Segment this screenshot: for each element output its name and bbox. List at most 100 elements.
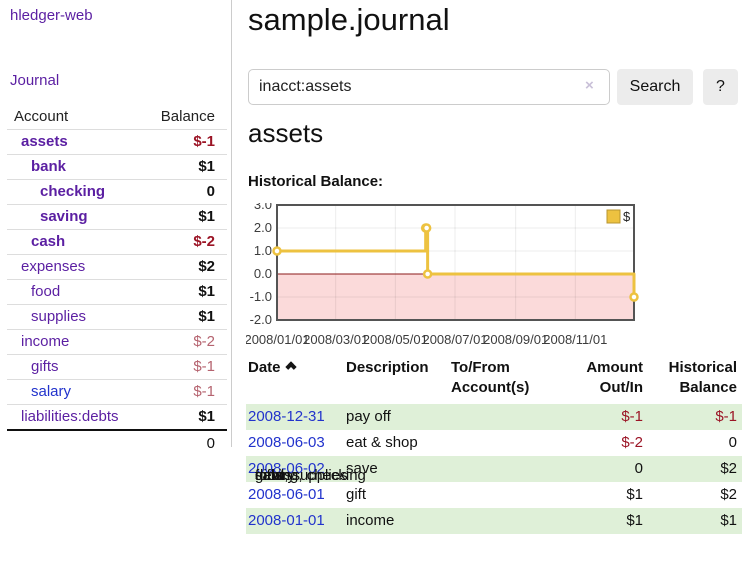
column-label: Date <box>248 358 344 378</box>
date-link[interactable]: 2008-12-31 <box>248 408 325 425</box>
account-link-income[interactable]: income <box>21 333 70 350</box>
legend-swatch <box>606 209 621 224</box>
amount-cell: $-2 <box>621 434 643 451</box>
date-link[interactable]: 2008-06-02 <box>248 460 325 477</box>
search-button[interactable]: Search <box>617 69 693 105</box>
balance-cell: 0 <box>728 434 737 451</box>
clear-search-icon[interactable]: × <box>585 77 594 94</box>
account-link-assets[interactable]: assets <box>21 133 68 150</box>
column-label: Amount <box>586 359 643 376</box>
x-tick-label: 2008/09/01 <box>483 332 548 347</box>
transaction-row: 2008-06-02 save saving, checking 0 $2 <box>246 456 742 484</box>
account-link-gifts[interactable]: gifts <box>31 358 59 375</box>
amount-cell: 0 <box>634 460 643 477</box>
account-row: food $1 <box>7 280 227 305</box>
account-link-bank[interactable]: bank <box>31 158 67 175</box>
account-link-supplies[interactable]: supplies <box>31 308 87 325</box>
register-column-amount: Amount Out/In <box>567 358 647 404</box>
register-column-historical: Historical Balance <box>647 358 742 404</box>
date-link[interactable]: 2008-06-03 <box>248 434 325 451</box>
accounts-panel: Account Balance assets $-1 bank $1 checking 0… <box>7 104 227 456</box>
account-balance: $1 <box>198 408 215 425</box>
register-column-description: Description <box>344 358 449 404</box>
account-heading: assets <box>248 118 324 148</box>
help-button[interactable]: ? <box>703 69 738 105</box>
y-tick-label: -1.0 <box>250 289 272 304</box>
account-row: bank $1 <box>7 155 227 180</box>
date-cell: 2008-06-03 <box>246 430 344 456</box>
accounts-cell: debts <box>255 467 292 484</box>
y-tick-label: 3.0 <box>254 203 272 212</box>
account-balance: $1 <box>198 208 215 225</box>
register-table: Date Description To/From Account(s) Amount Ou… <box>246 358 742 534</box>
main-content: sample.journal × Search ? assets Histori… <box>246 0 742 582</box>
x-tick-label: 2008/05/01 <box>363 332 428 347</box>
column-label: Historical <box>668 359 737 376</box>
data-point-marker <box>422 269 433 279</box>
date-cell: 2008-01-01 <box>246 508 344 534</box>
accounts-total-row: 0 <box>7 429 227 456</box>
account-link-cash[interactable]: cash <box>31 233 66 250</box>
accounts-cell: salary <box>255 467 296 484</box>
account-balance: $-2 <box>193 333 215 350</box>
account-link-checking[interactable]: checking <box>40 183 106 200</box>
description-cell: save <box>346 460 378 477</box>
account-row: supplies $1 <box>7 305 227 330</box>
transaction-row: 2008-01-01 income salary $1 $1 <box>246 467 742 534</box>
sort-ascending-icon <box>284 361 297 373</box>
y-tick-label: 2.0 <box>254 220 272 235</box>
column-label-line2: Account(s) <box>451 379 530 396</box>
column-label: Description <box>346 359 429 376</box>
account-row: checking 0 <box>7 180 227 205</box>
account-link-salary[interactable]: salary <box>31 383 72 400</box>
account-balance: $1 <box>198 308 215 325</box>
account-row: salary $-1 <box>7 380 227 405</box>
account-link-saving[interactable]: saving <box>40 208 88 225</box>
transaction-row: 2008-06-01 gift gifts $1 $2 <box>246 467 742 508</box>
accounts-header-account: Account <box>14 108 69 125</box>
app-brand-link[interactable]: hledger-web <box>10 7 93 24</box>
account-balance: $-1 <box>193 133 215 150</box>
y-tick-label: 1.0 <box>254 243 272 258</box>
amount-cell: $1 <box>626 486 643 503</box>
date-cell: 2008-06-02 <box>246 456 344 482</box>
historical-balance-chart: 3.0 2.0 1.0 0.0 -1.0 -2.0 2008/01/01 2008/03/01… <box>246 203 742 355</box>
description-cell: income <box>346 512 395 529</box>
account-balance: $-2 <box>193 233 215 250</box>
account-link-food[interactable]: food <box>31 283 61 300</box>
description-cell: eat & shop <box>346 434 418 451</box>
legend-label: $ <box>623 209 631 224</box>
accounts-header: Account Balance <box>7 104 227 130</box>
date-cell: 2008-12-31 <box>246 404 344 430</box>
date-link[interactable]: 2008-06-01 <box>248 486 325 503</box>
column-label-line2: Out/In <box>599 379 643 396</box>
account-link-expenses[interactable]: expenses <box>21 258 86 275</box>
account-balance: 0 <box>206 183 215 200</box>
amount-cell: $1 <box>626 512 643 529</box>
accounts-total-value: 0 <box>206 435 215 452</box>
register-body: 2008-12-31 pay off debts $-1 $-1 2008-06-03 ea… <box>246 404 742 534</box>
date-cell: 2008-06-01 <box>246 482 344 508</box>
register-column-date[interactable]: Date <box>246 358 344 404</box>
sidebar: hledger-web Journal Account Balance asse… <box>0 0 232 452</box>
description-cell: gift <box>346 486 367 503</box>
column-label: To/From <box>451 359 510 376</box>
page-title: sample.journal <box>248 2 450 37</box>
transaction-row: 2008-06-03 eat & shop food, supplies $-2 0 <box>246 430 742 484</box>
search-input[interactable] <box>248 69 610 105</box>
accounts-cell: gifts <box>255 467 283 484</box>
sidebar-item-journal[interactable]: Journal <box>10 72 60 89</box>
y-tick-label: -2.0 <box>250 312 272 327</box>
account-link-liabilities-debts[interactable]: liabilities:debts <box>21 408 119 425</box>
account-balance: $-1 <box>193 383 215 400</box>
account-balance: $1 <box>198 283 215 300</box>
date-link[interactable]: 2008-01-01 <box>248 512 325 529</box>
balance-cell: $-1 <box>715 408 737 425</box>
account-row: gifts $-1 <box>7 355 227 380</box>
data-point-marker <box>272 246 282 256</box>
account-balance: $2 <box>198 258 215 275</box>
account-row: assets $-1 <box>7 130 227 155</box>
x-tick-label: 2008/01/01 <box>246 332 310 347</box>
balance-cell: $2 <box>720 460 737 477</box>
account-row: income $-2 <box>7 330 227 355</box>
